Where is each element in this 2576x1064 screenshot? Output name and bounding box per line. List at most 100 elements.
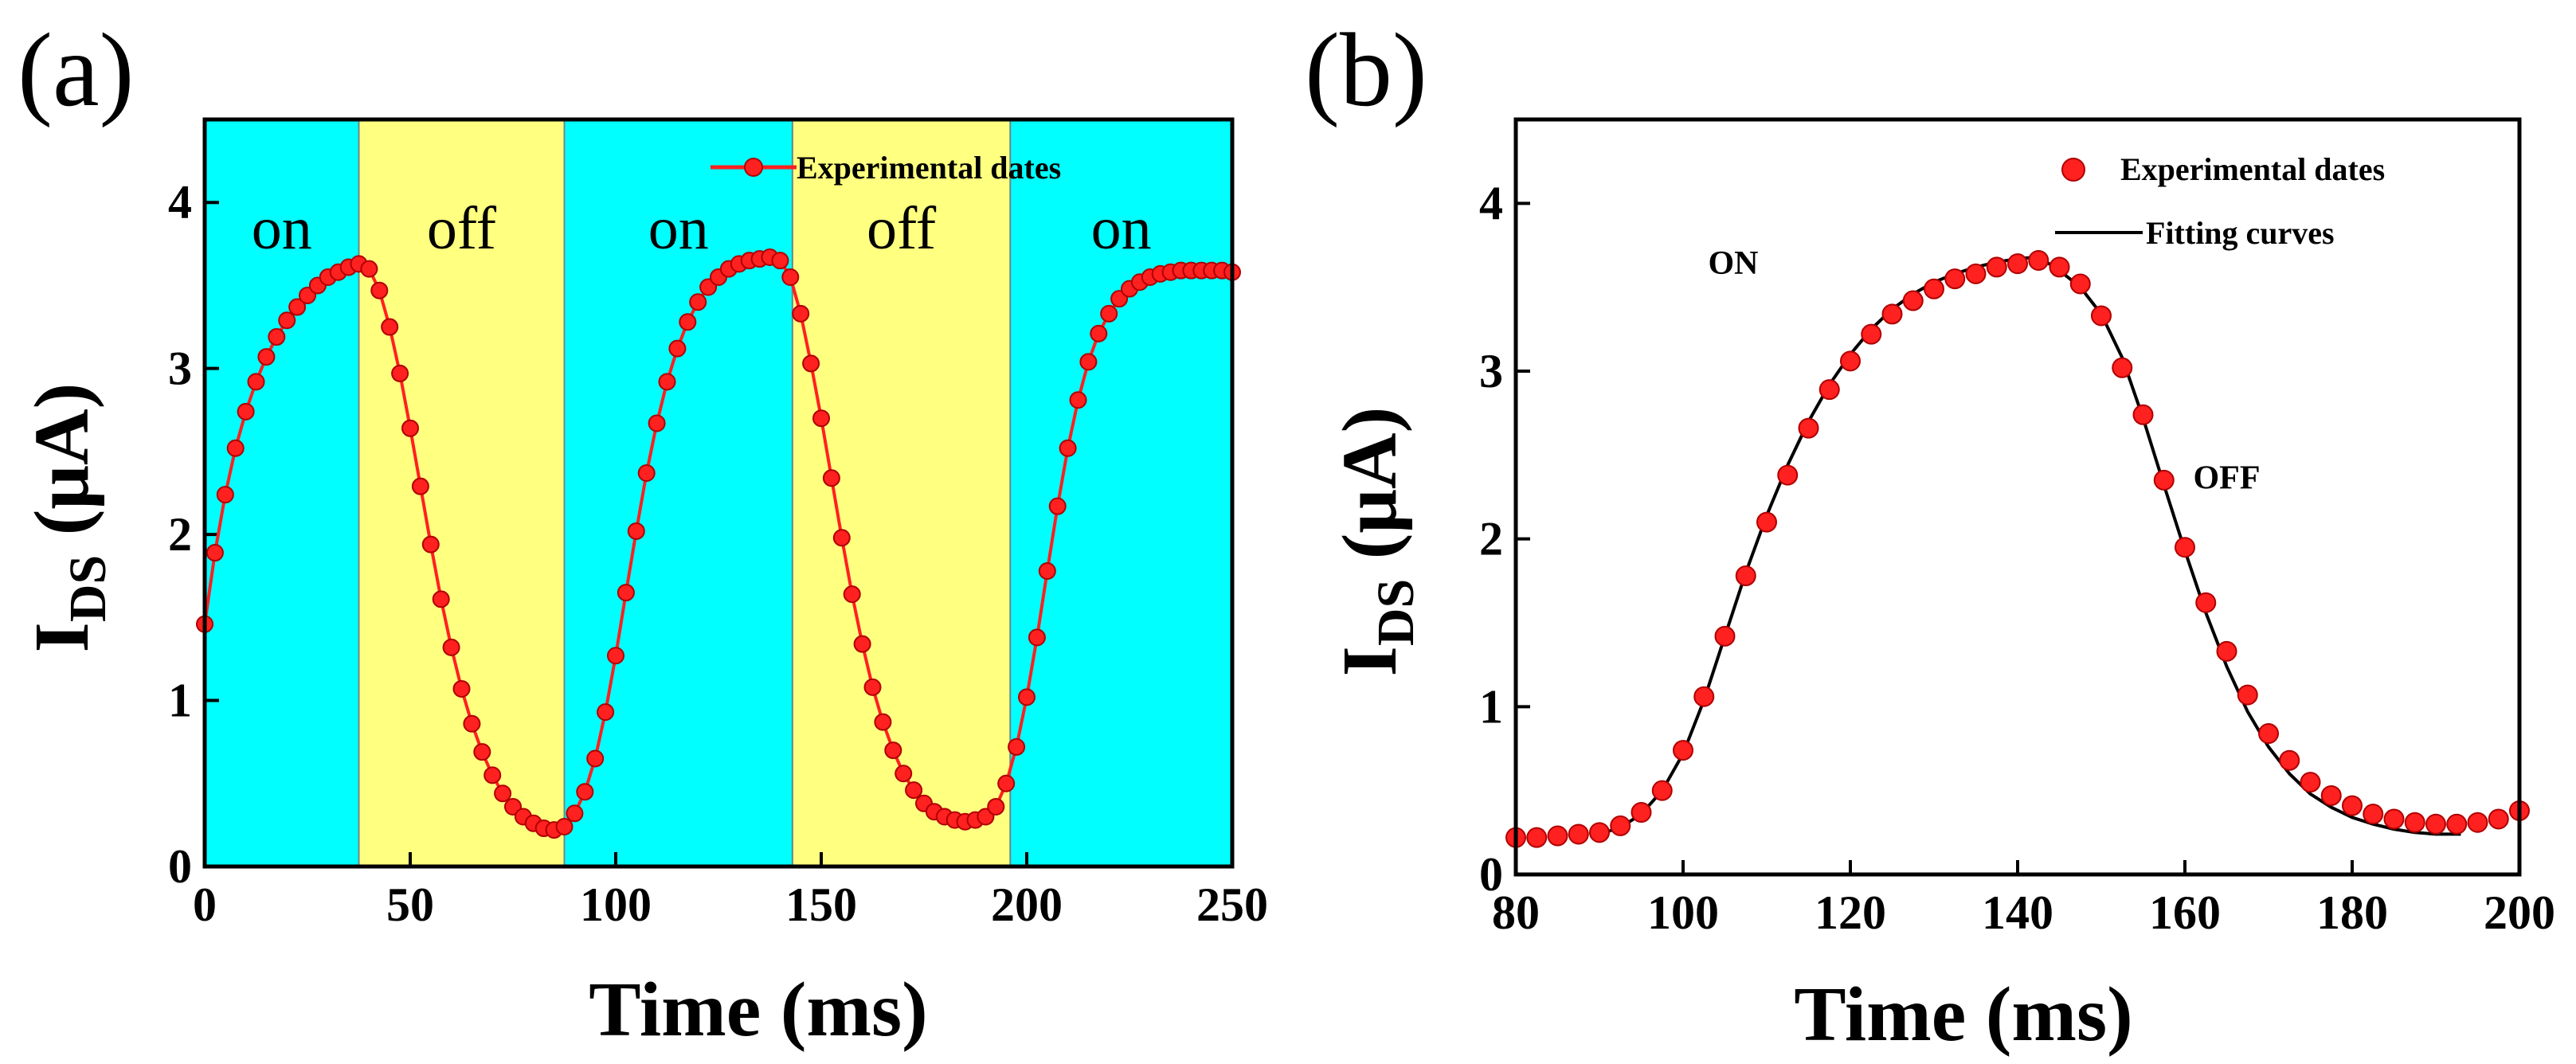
b-data-point (2383, 808, 2405, 830)
a-data-point (1028, 628, 1046, 647)
a-data-point (473, 743, 491, 761)
b-data-point (2216, 640, 2237, 662)
a-region-off (791, 119, 1012, 867)
b-y-axis-title: IDS (μA) (1327, 407, 1425, 677)
a-region-label: off (427, 195, 497, 262)
a-data-point (1090, 324, 1108, 342)
a-data-point (648, 414, 666, 432)
a-data-point (987, 797, 1005, 816)
b-ytick-label: 0 (1479, 848, 1503, 901)
b-xtick-label: 200 (2484, 886, 2555, 939)
a-legend-label: Experimental dates (797, 150, 1061, 186)
b-ytick-label: 4 (1479, 177, 1503, 229)
a-data-point (1008, 737, 1026, 756)
b-data-point (1631, 802, 1652, 823)
b-data-point (1526, 827, 1548, 848)
b-data-point (2488, 808, 2509, 830)
b-data-point (2258, 723, 2279, 745)
a-data-point (832, 529, 851, 547)
b-xtick-label: 140 (1982, 886, 2053, 939)
b-data-point (1902, 290, 1924, 311)
b-data-point (1735, 565, 1756, 587)
a-data-point (792, 304, 810, 323)
a-data-point (1048, 497, 1067, 515)
b-data-point (1651, 780, 1673, 801)
a-xtick-label: 50 (386, 878, 434, 931)
a-data-point (226, 439, 245, 457)
a-data-point (997, 774, 1016, 792)
a-data-point (1038, 561, 1056, 580)
a-data-point (1018, 688, 1035, 706)
b-data-point (2153, 469, 2175, 491)
a-legend: Experimental dates (711, 150, 1061, 186)
a-x-axis-title: Time (ms) (589, 967, 928, 1053)
a-data-point (607, 647, 624, 665)
b-xtick-label: 180 (2316, 886, 2388, 939)
a-data-point (432, 590, 450, 608)
a-regions (204, 119, 1233, 867)
b-data-point (1714, 625, 1736, 647)
a-xtick-label: 150 (785, 878, 857, 931)
b-data-point (1840, 350, 1861, 372)
a-ticks: 0 50 100 150 200 250 0 1 2 3 4 (168, 176, 1268, 931)
a-data-point (812, 409, 830, 428)
a-data-point (1079, 353, 1098, 371)
b-data-point (2028, 249, 2049, 271)
b-data-point (1673, 740, 1693, 761)
a-data-point (843, 585, 861, 604)
a-data-point (1059, 439, 1077, 457)
a-data-point (637, 464, 656, 482)
a-data-point (627, 522, 645, 540)
a-data-point (247, 373, 265, 391)
b-data-point (1881, 303, 1903, 325)
b-data-point (1986, 256, 2007, 278)
a-data-point (586, 749, 605, 768)
a-data-point (771, 252, 789, 270)
a-data-point (278, 311, 296, 330)
b-data-point (2320, 784, 2342, 806)
b-data-point (1568, 823, 1589, 845)
b-data-point (2132, 404, 2154, 425)
b-x-axis-title: Time (ms) (1794, 972, 2133, 1058)
b-annotation-on: ON (1709, 245, 1759, 282)
b-ytick-label: 1 (1479, 680, 1503, 733)
b-ytick-label: 3 (1479, 345, 1503, 397)
b-data-point (2342, 795, 2363, 816)
a-region-labels: on off on off on (252, 195, 1152, 262)
b-data-point (1610, 815, 1631, 836)
panel-b-label: (b) (1305, 11, 1427, 128)
a-ytick-label: 2 (168, 508, 192, 561)
a-data-point (668, 339, 687, 358)
a-data-point (257, 348, 276, 366)
a-data-point (1069, 391, 1087, 409)
a-ytick-label: 1 (168, 675, 192, 727)
a-y-axis-title: IDS (μA) (19, 383, 117, 653)
b-data-point (1861, 323, 1882, 345)
b-data-point (2237, 684, 2258, 706)
a-data-point (863, 678, 882, 696)
a-data-point (483, 766, 502, 784)
b-data-point (2007, 253, 2028, 275)
a-data-point (237, 402, 255, 421)
a-ytick-label: 0 (168, 840, 192, 893)
b-data-point (1818, 379, 1840, 401)
b-data-point (2363, 804, 2384, 825)
a-data-point (597, 703, 615, 722)
a-data-point (802, 354, 820, 373)
a-data-point (463, 714, 481, 733)
a-region-off (358, 119, 566, 867)
b-data-point (2467, 812, 2488, 833)
a-region-label: on (648, 195, 709, 262)
b-legend-marker (2061, 158, 2085, 182)
a-data-point (360, 260, 378, 278)
a-ytick-label: 3 (168, 342, 192, 395)
b-ytick-label: 2 (1479, 513, 1503, 565)
b-data-point (2091, 305, 2112, 327)
a-xtick-label: 250 (1196, 878, 1268, 931)
a-ytick-label: 4 (168, 176, 192, 229)
b-data-point (1965, 263, 1987, 284)
b-xtick-label: 80 (1492, 886, 1540, 939)
a-xtick-label: 200 (991, 878, 1063, 931)
b-data-point (1693, 686, 1715, 707)
